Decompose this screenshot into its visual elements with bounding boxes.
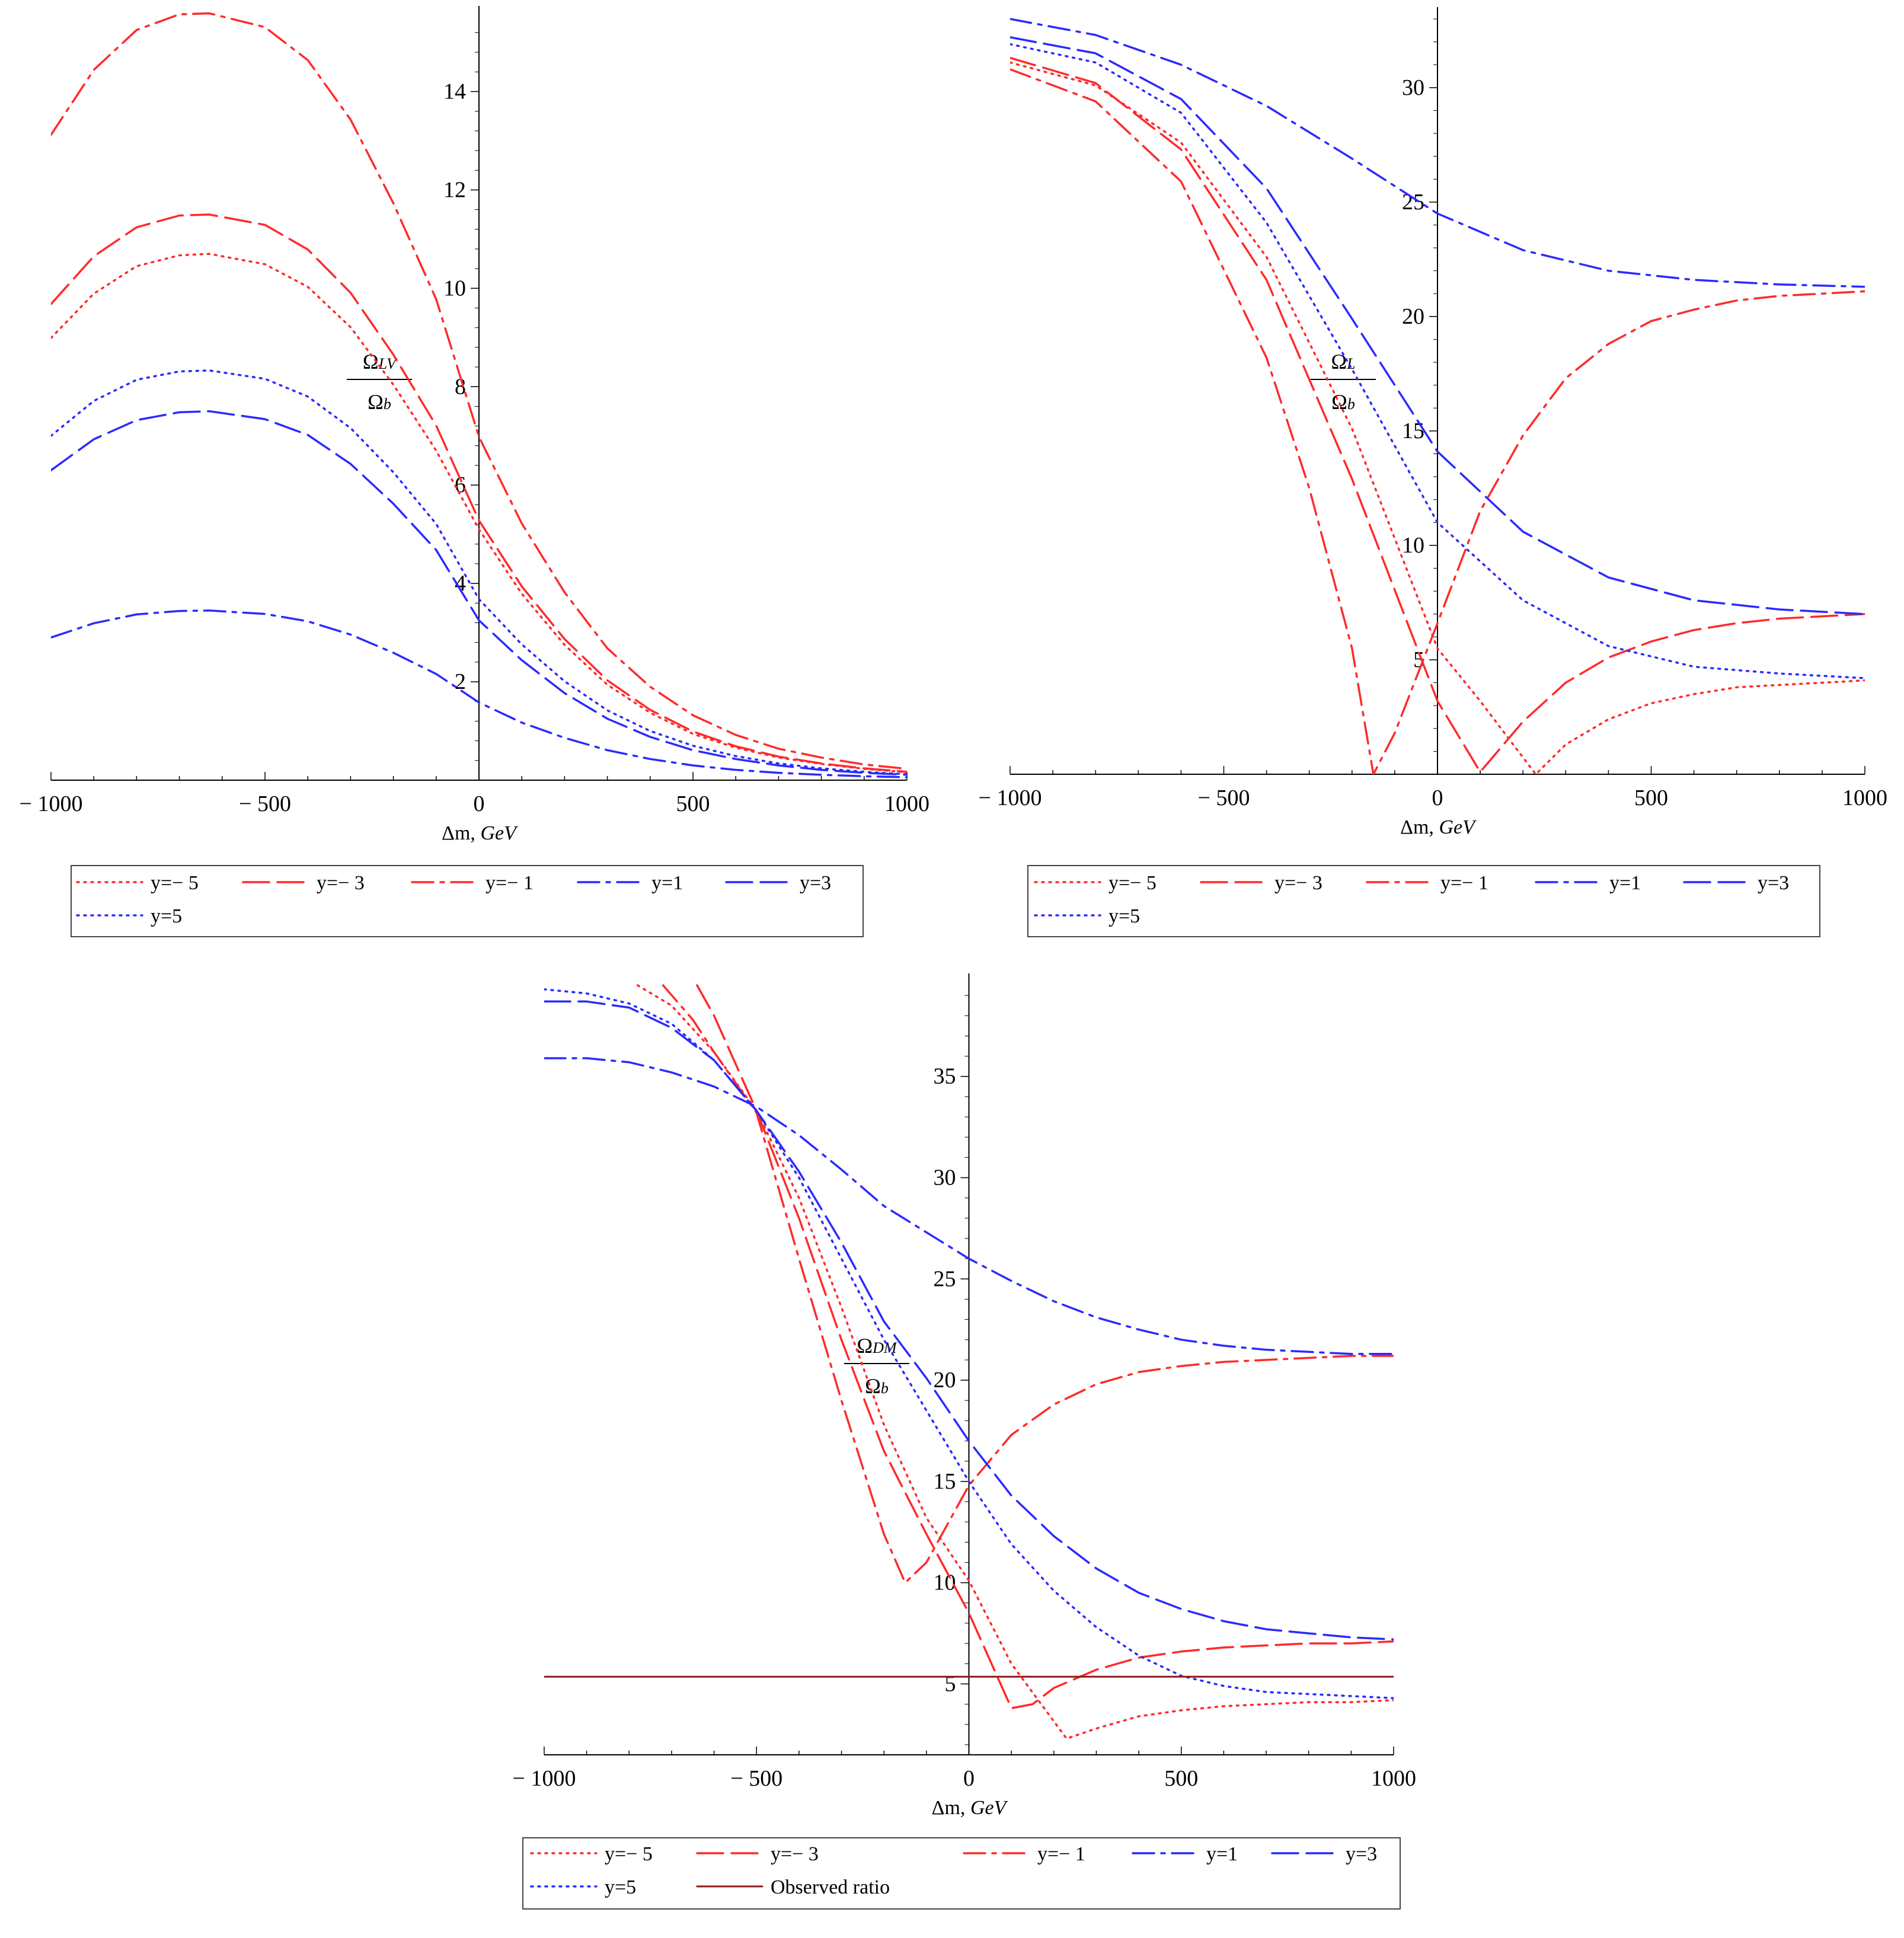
x-tick-label: 0 bbox=[474, 791, 485, 816]
x-tick-label: 500 bbox=[676, 791, 710, 816]
series-line-y-3 bbox=[1010, 36, 1865, 615]
y-tick-label: 10 bbox=[443, 276, 466, 301]
x-axis-label-unit: GeV bbox=[970, 1797, 1009, 1819]
legend-label-y-3: y=− 3 bbox=[771, 1843, 819, 1865]
x-axis-label-unit: GeV bbox=[1439, 816, 1477, 838]
legend-label-y-1: y=− 1 bbox=[1440, 872, 1488, 894]
series-line-y-1 bbox=[1010, 18, 1865, 288]
x-tick-label: 1000 bbox=[1371, 1766, 1416, 1791]
x-tick-label: − 500 bbox=[239, 791, 291, 816]
legend-label-observed-ratio: Observed ratio bbox=[771, 1876, 890, 1898]
y-axis-label-numerator: ΩL bbox=[1331, 350, 1355, 373]
y-tick-label: 8 bbox=[455, 374, 466, 399]
y-tick-label: 10 bbox=[934, 1570, 956, 1595]
legend-label-y-1: y=− 1 bbox=[485, 872, 533, 894]
y-tick-label: 35 bbox=[934, 1064, 956, 1089]
y-tick-label: 12 bbox=[443, 177, 466, 202]
y-tick-label: 10 bbox=[1402, 533, 1424, 558]
y-tick-label: 4 bbox=[455, 571, 466, 596]
x-tick-label: − 1000 bbox=[20, 791, 83, 816]
x-axis-label: Δm, GeV bbox=[1400, 816, 1477, 838]
x-tick-label: 500 bbox=[1164, 1766, 1198, 1791]
x-tick-label: 1000 bbox=[1842, 786, 1887, 810]
x-tick-label: − 1000 bbox=[513, 1766, 576, 1791]
chart-panel-omega-l: − 1000− 500 0 500 1000 5 10 15 20 25 30 Δm, GeV ΩL Ω… bbox=[952, 0, 1904, 949]
legend-label-y-1: y=1 bbox=[1609, 872, 1641, 894]
y-axis-label-denominator: Ωb bbox=[865, 1374, 889, 1398]
series-group bbox=[51, 12, 907, 778]
x-axis-label-main: Δm, bbox=[1400, 816, 1439, 838]
chart-panel-omega-lv: − 1000− 500 0 500 1000 2 4 6 8 10 12 14 Δm, GeV ΩLV Ω… bbox=[0, 0, 952, 949]
legend-label-y-3: y=3 bbox=[800, 872, 831, 894]
y-tick-label: 14 bbox=[443, 79, 466, 104]
y-tick-label: 5 bbox=[945, 1671, 956, 1696]
legend-box bbox=[1027, 865, 1820, 937]
series-line-y-1 bbox=[51, 12, 907, 770]
series-group bbox=[544, 984, 1394, 1740]
x-tick-label: 0 bbox=[1432, 786, 1443, 810]
x-axis-label-main: Δm, bbox=[442, 822, 480, 844]
legend-box bbox=[522, 1837, 1401, 1910]
series-line-y-1 bbox=[662, 984, 1394, 1584]
y-tick-label: 20 bbox=[934, 1368, 956, 1393]
series-line-y-5 bbox=[544, 988, 1394, 1700]
legend-label-y-1: y=1 bbox=[1206, 1843, 1238, 1865]
legend-label-y-1: y=− 1 bbox=[1037, 1843, 1085, 1865]
x-tick-label: 500 bbox=[1634, 786, 1668, 810]
series-line-y-5 bbox=[51, 369, 907, 775]
chart-omega-dm: − 1000 − 500 0 500 1000 5 10 15 20 25 30 35 Δm, GeV Ω… bbox=[513, 973, 1416, 1910]
chart-panel-omega-dm: − 1000 − 500 0 500 1000 5 10 15 20 25 30 35 Δm, GeV Ω… bbox=[478, 972, 1430, 1935]
series-line-y-3 bbox=[51, 410, 907, 776]
series-line-y-5 bbox=[636, 984, 1394, 1740]
legend-label-y-3: y=− 3 bbox=[1274, 872, 1322, 894]
y-tick-label: 30 bbox=[1402, 75, 1424, 100]
series-line-y-5 bbox=[1010, 43, 1865, 679]
legend-label-y-3: y=3 bbox=[1346, 1843, 1377, 1865]
x-axis-label: Δm, GeV bbox=[442, 822, 519, 844]
y-tick-label: 15 bbox=[934, 1469, 956, 1494]
y-axis-label-denominator: Ωb bbox=[368, 390, 391, 414]
series-line-y-3 bbox=[51, 213, 907, 773]
x-tick-label: 0 bbox=[963, 1766, 975, 1791]
legend-label-y-5: y=5 bbox=[151, 905, 182, 927]
x-axis-label-unit: GeV bbox=[480, 822, 519, 844]
legend-label-y-5: y=5 bbox=[1108, 905, 1140, 927]
x-tick-label: − 1000 bbox=[979, 786, 1042, 810]
series-line-y-3 bbox=[544, 1000, 1394, 1641]
x-tick-label: − 500 bbox=[1198, 786, 1250, 810]
y-tick-label: 30 bbox=[934, 1166, 956, 1190]
legend-label-y-5: y=− 5 bbox=[605, 1843, 653, 1865]
x-axis-label-main: Δm, bbox=[932, 1797, 970, 1819]
series-line-y-1 bbox=[51, 609, 907, 778]
series-line-y-5 bbox=[51, 253, 907, 774]
series-line-y-3 bbox=[1010, 56, 1865, 773]
series-line-y-5 bbox=[1010, 61, 1865, 774]
y-tick-label: 6 bbox=[455, 472, 466, 497]
y-tick-label: 20 bbox=[1402, 304, 1424, 329]
series-line-y-1 bbox=[544, 1057, 1394, 1355]
y-tick-label: 25 bbox=[934, 1266, 956, 1291]
legend-box bbox=[71, 865, 864, 937]
y-tick-label: 15 bbox=[1402, 419, 1424, 443]
legend-label-y-1: y=1 bbox=[651, 872, 683, 894]
legend-label-y-5: y=− 5 bbox=[1108, 872, 1157, 894]
x-tick-label: 1000 bbox=[884, 791, 929, 816]
series-group bbox=[1010, 18, 1865, 774]
y-axis-label-numerator: ΩDM bbox=[857, 1334, 897, 1358]
x-axis-label: Δm, GeV bbox=[932, 1797, 1009, 1819]
legend-label-y-5: y=− 5 bbox=[151, 872, 199, 894]
legend-label-y-3: y=3 bbox=[1758, 872, 1789, 894]
legend-label-y-5: y=5 bbox=[605, 1876, 636, 1898]
x-tick-label: − 500 bbox=[730, 1766, 782, 1791]
series-line-y-3 bbox=[696, 984, 1394, 1710]
legend-label-y-3: y=− 3 bbox=[317, 872, 365, 894]
series-line-y-1 bbox=[1010, 68, 1865, 774]
y-axis-label-denominator: Ωb bbox=[1331, 390, 1355, 414]
y-tick-label: 2 bbox=[455, 669, 466, 694]
